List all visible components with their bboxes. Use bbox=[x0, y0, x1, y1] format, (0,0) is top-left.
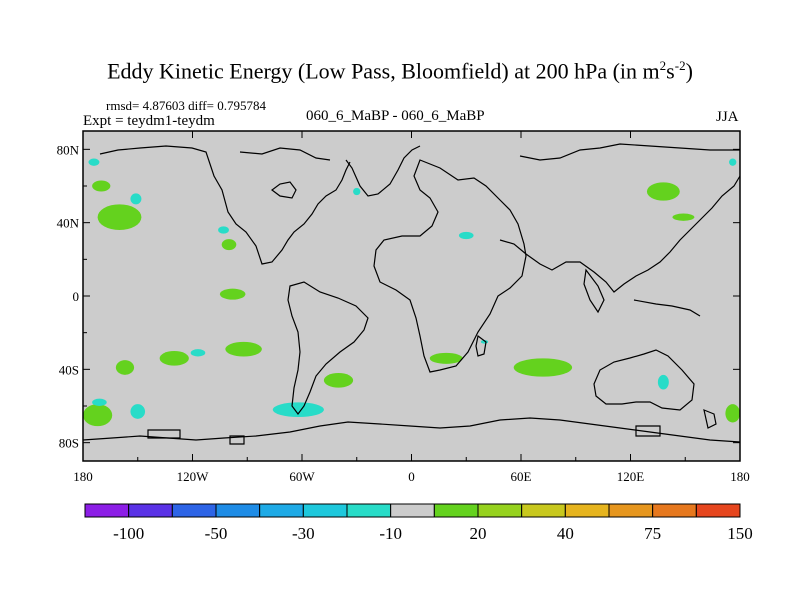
coastline-south-america bbox=[287, 281, 369, 415]
colorbar-box-15 bbox=[695, 503, 741, 518]
positive-anomaly-11 bbox=[513, 358, 573, 377]
positive-anomaly-14 bbox=[725, 404, 740, 423]
colorbar-box-6 bbox=[302, 503, 348, 518]
coastline-greenland bbox=[345, 145, 421, 197]
coastline-australia bbox=[593, 349, 695, 411]
title-units-sup2: -2 bbox=[674, 58, 686, 73]
chart-title: Eddy Kinetic Energy (Low Pass, Bloomfiel… bbox=[0, 58, 800, 84]
x-tick-label-3: 60W bbox=[289, 469, 315, 484]
x-tick-label-4: 0 bbox=[408, 469, 415, 484]
coastline-europe-africa bbox=[373, 159, 527, 373]
coastline-new-zealand bbox=[703, 409, 717, 429]
colorbar-label-5: 20 bbox=[470, 524, 487, 543]
colorbar: -100 -50 -30 -10 20 40 75 150 bbox=[84, 503, 753, 543]
coastline-hudson-bay bbox=[271, 181, 297, 199]
stats-label: rmsd= 4.87603 diff= 0.795784 bbox=[106, 98, 266, 113]
coastline-antarctic-islands bbox=[147, 425, 661, 445]
colorbar-box-11 bbox=[521, 503, 566, 518]
title-units-sup1: 2 bbox=[659, 58, 667, 73]
x-axis: 180 120W 60W 0 60E 120E 180 bbox=[73, 131, 750, 484]
negative-anomaly-21 bbox=[88, 158, 100, 166]
colorbar-box-12 bbox=[564, 503, 610, 518]
colorbar-label-3: -30 bbox=[292, 524, 315, 543]
y-tick-label-4: 40S bbox=[59, 362, 79, 377]
positive-anomaly-5 bbox=[115, 360, 135, 375]
positive-anomaly-4 bbox=[219, 288, 246, 300]
colorbar-label-4: -10 bbox=[379, 524, 402, 543]
positive-anomaly-9 bbox=[323, 373, 354, 388]
y-tick-label-5: 80S bbox=[59, 436, 79, 451]
positive-anomaly-3 bbox=[221, 239, 237, 251]
y-axis: 80N 40N 0 40S 80S bbox=[57, 142, 740, 451]
map-background bbox=[83, 131, 740, 461]
negative-anomaly-15 bbox=[130, 193, 142, 205]
title-text: Eddy Kinetic Energy (Low Pass, Bloomfiel… bbox=[107, 58, 660, 84]
positive-anomaly-6 bbox=[159, 351, 189, 366]
x-tick-label-6: 120E bbox=[617, 469, 645, 484]
positive-anomaly-12 bbox=[646, 182, 680, 201]
colorbar-box-2 bbox=[128, 503, 173, 518]
comparison-label: 060_6_MaBP - 060_6_MaBP bbox=[306, 108, 485, 124]
coastline-maritime-continent bbox=[633, 299, 701, 317]
positive-anomaly-8 bbox=[83, 404, 113, 427]
positive-anomaly-2 bbox=[92, 180, 111, 192]
colorbar-box-8 bbox=[390, 503, 435, 518]
colorbar-box-1 bbox=[84, 503, 130, 518]
x-tick-label-5: 60E bbox=[511, 469, 532, 484]
x-tick-label-7: 180 bbox=[730, 469, 750, 484]
positive-anomaly-1 bbox=[97, 204, 142, 231]
coastline-canada-arctic bbox=[239, 147, 331, 161]
coastline-antarctica bbox=[83, 417, 740, 443]
negative-anomaly-20 bbox=[272, 402, 324, 417]
y-tick-label-2: 40N bbox=[57, 216, 80, 231]
experiment-label: Expt = teydm1-teydm bbox=[83, 113, 215, 129]
negative-anomaly-23 bbox=[458, 231, 474, 240]
title-units-end: ) bbox=[685, 58, 693, 84]
negative-anomaly-25 bbox=[729, 158, 737, 166]
coastlines bbox=[83, 143, 740, 445]
positive-anomaly-10 bbox=[429, 352, 463, 364]
colorbar-box-9 bbox=[433, 503, 479, 518]
colorbar-box-13 bbox=[608, 503, 654, 518]
x-tick-label-2: 120W bbox=[177, 469, 210, 484]
y-tick-label-1: 80N bbox=[57, 142, 80, 157]
colorbar-label-7: 75 bbox=[644, 524, 661, 543]
negative-anomaly-17 bbox=[190, 349, 206, 357]
colorbar-box-10 bbox=[477, 503, 523, 518]
coastline-madagascar bbox=[475, 334, 487, 357]
colorbar-box-7 bbox=[346, 503, 392, 518]
negative-anomaly-24 bbox=[657, 374, 669, 390]
positive-anomaly-13 bbox=[672, 213, 695, 221]
coastline-india bbox=[583, 268, 605, 314]
colorbar-label-6: 40 bbox=[557, 524, 574, 543]
colorbar-box-4 bbox=[215, 503, 261, 518]
x-tick-label-1: 180 bbox=[73, 469, 93, 484]
colorbar-box-14 bbox=[652, 503, 697, 518]
positive-anomaly-7 bbox=[225, 341, 262, 357]
coastline-north-america bbox=[99, 145, 351, 265]
season-label: JJA bbox=[716, 109, 739, 125]
negative-anomaly-16 bbox=[218, 226, 229, 234]
y-tick-label-3: 0 bbox=[73, 289, 80, 304]
negative-anomaly-22 bbox=[353, 187, 361, 196]
colorbar-box-5 bbox=[259, 503, 304, 518]
title-units-mid: s bbox=[666, 58, 675, 84]
coastline-arabia-asia bbox=[499, 175, 740, 293]
colorbar-label-8: 150 bbox=[727, 524, 753, 543]
colorbar-label-1: -100 bbox=[113, 524, 144, 543]
negative-anomaly-19 bbox=[130, 404, 146, 419]
colorbar-box-3 bbox=[171, 503, 217, 518]
colorbar-label-2: -50 bbox=[205, 524, 228, 543]
anomaly-regions bbox=[83, 158, 740, 427]
negative-anomaly-18 bbox=[92, 398, 107, 407]
coastline-siberia bbox=[519, 143, 740, 161]
